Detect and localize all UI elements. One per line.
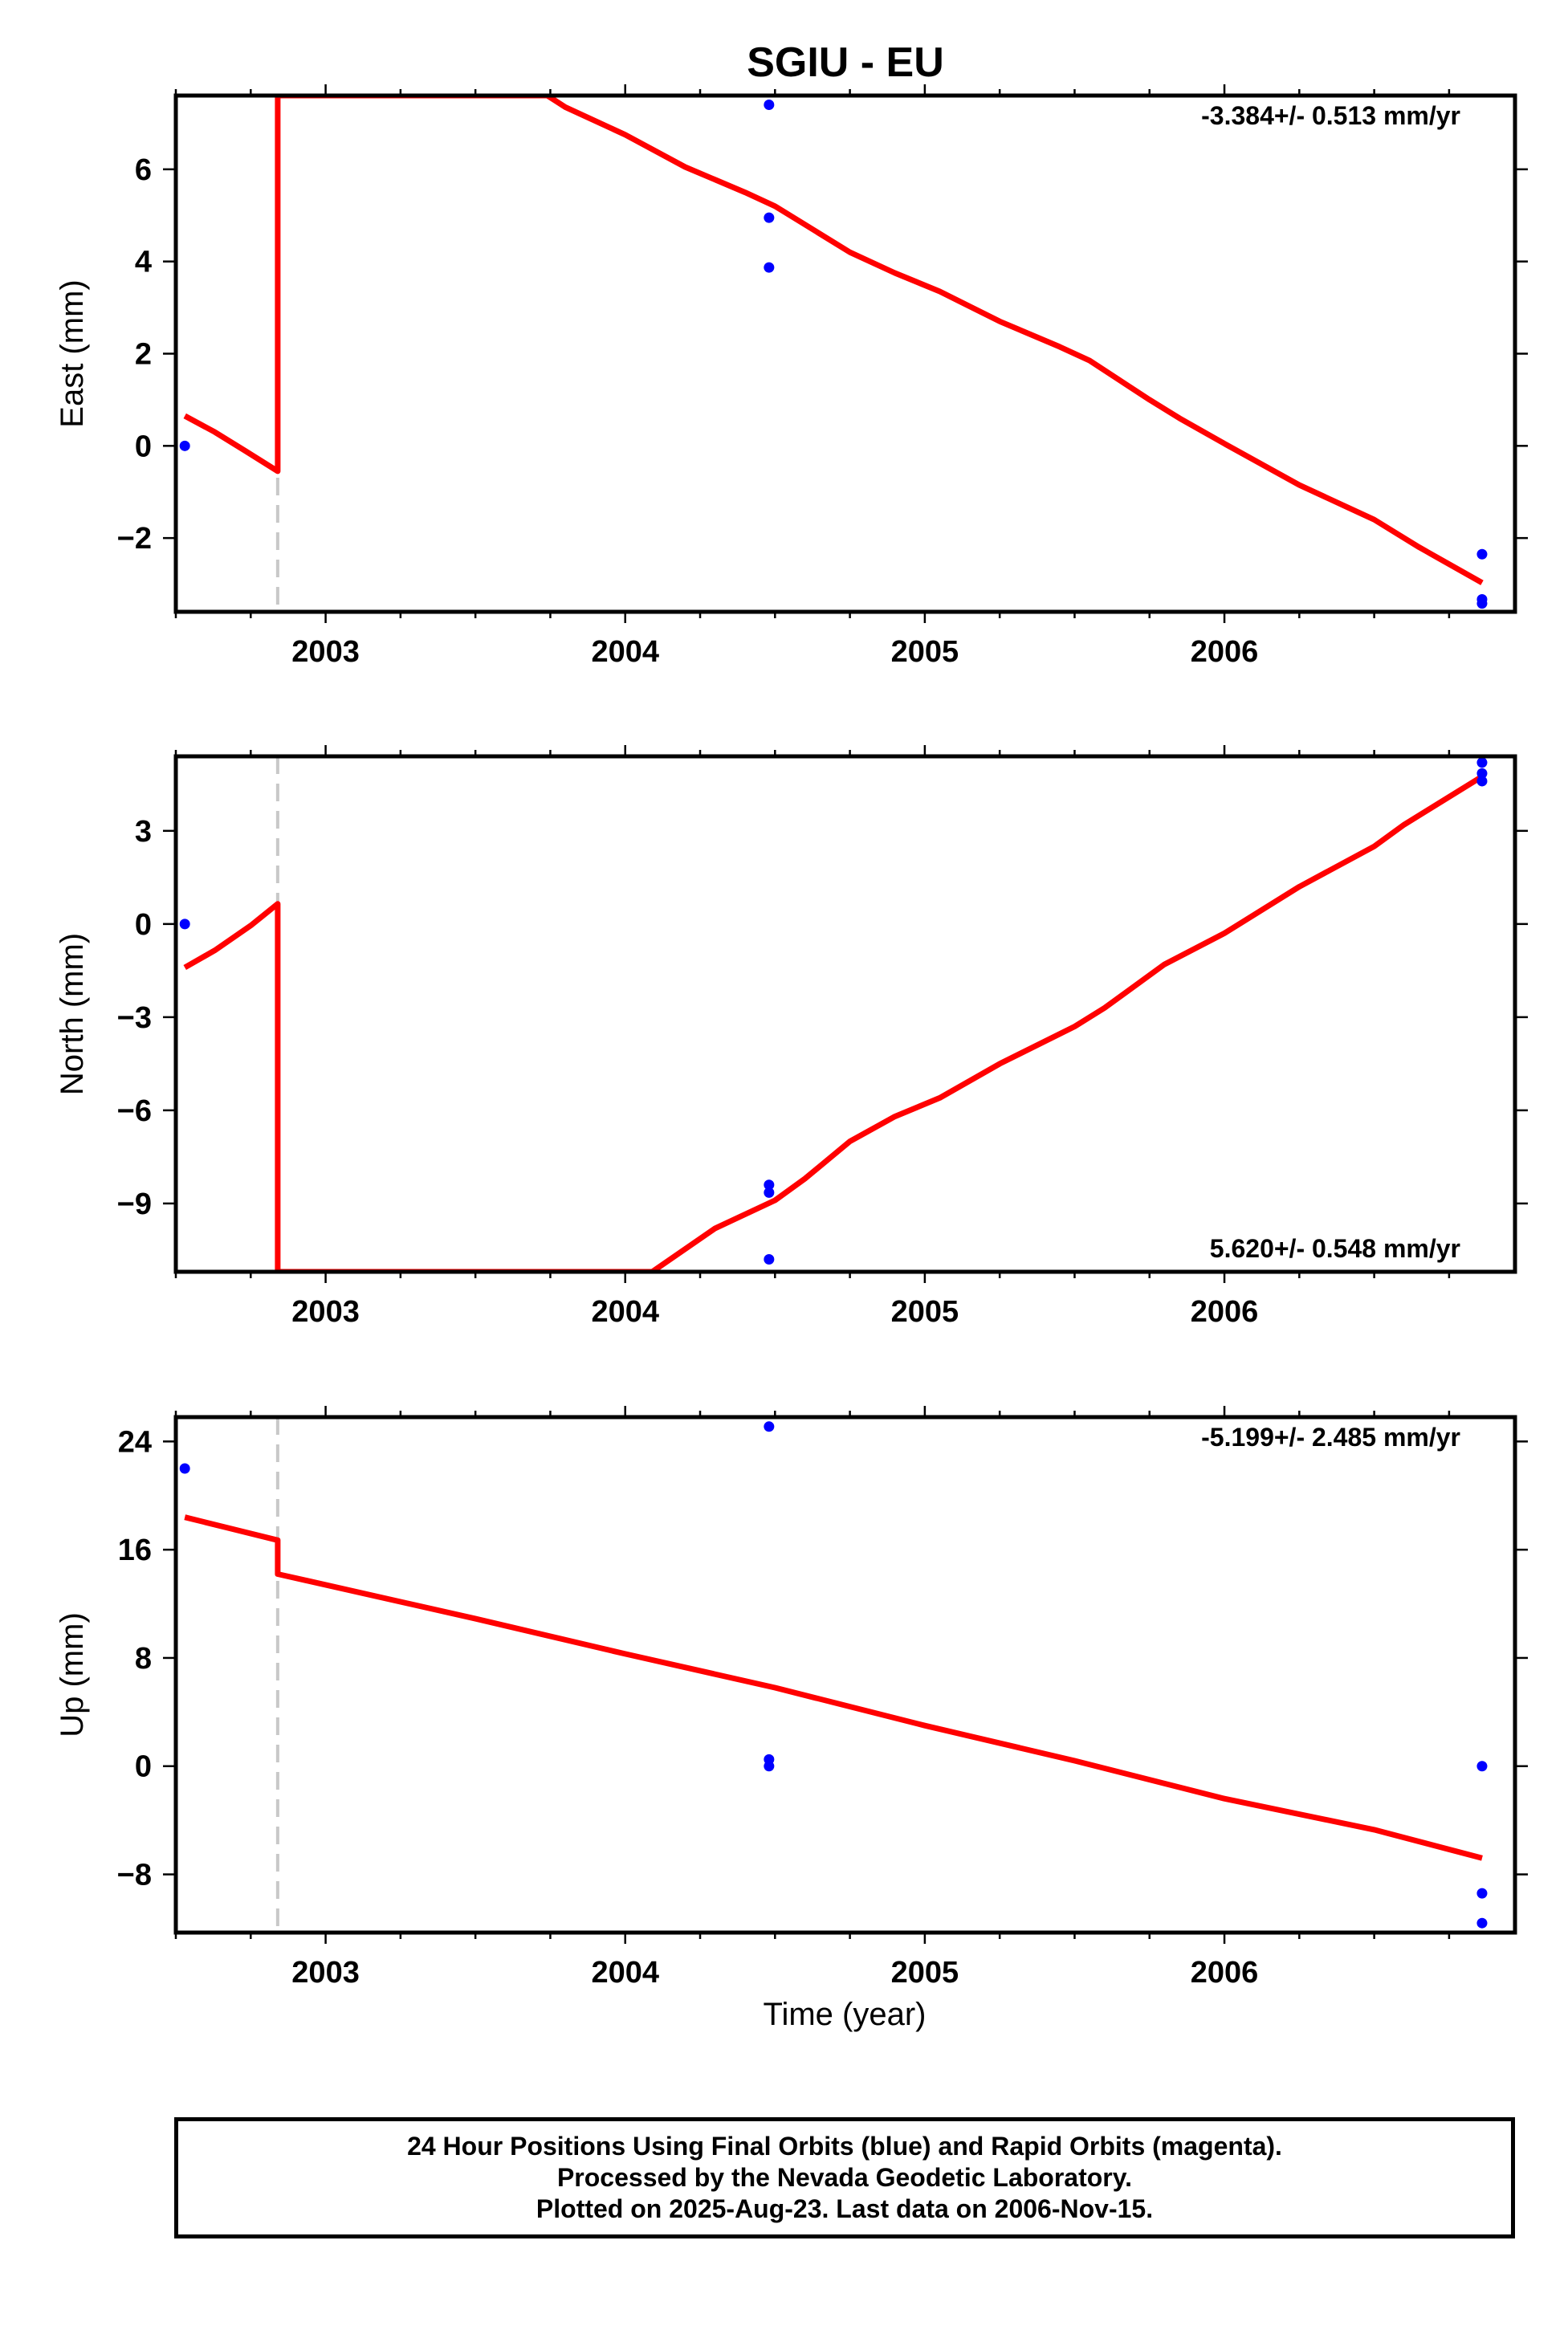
x-tick-label: 2006: [1191, 635, 1259, 669]
north-panel: 2003 2004 2005 2006 3 0 −3 −6 −9 North (mm) 5.620+…: [55, 745, 1528, 1329]
caption-line-1: 24 Hour Positions Using Final Orbits (bl…: [407, 2132, 1282, 2161]
x-tick-label: 2005: [891, 1956, 959, 1990]
x-tick-label: 2004: [591, 1295, 659, 1329]
data-point: [1476, 757, 1488, 768]
plot-frame: [173, 754, 1517, 1274]
y-tick-label: 16: [118, 1534, 152, 1567]
chart-title: SGIU - EU: [747, 39, 944, 86]
y-tick-label: 4: [135, 246, 152, 279]
data-point: [179, 1463, 190, 1474]
data-point: [1476, 598, 1488, 609]
y-tick-label: 6: [135, 153, 152, 187]
y-axis-label: North (mm): [55, 933, 90, 1095]
data-point: [764, 1254, 775, 1265]
velocity-label: 5.620+/- 0.548 mm/yr: [1210, 1234, 1460, 1263]
data-point: [179, 919, 190, 930]
y-tick-label: 3: [135, 815, 152, 849]
x-tick-label: 2004: [591, 1956, 659, 1990]
y-tick-label: −2: [117, 522, 152, 556]
x-tick-label: 2005: [891, 635, 959, 669]
up-panel: 2003 2004 2005 2006 24 16 8 0 −8 Up (mm) -5.199+/-…: [55, 1406, 1528, 1990]
x-tick-label: 2003: [291, 635, 360, 669]
x-tick-label: 2005: [891, 1295, 959, 1329]
data-point: [1476, 768, 1488, 779]
caption-line-3: Plotted on 2025-Aug-23. Last data on 200…: [536, 2194, 1154, 2223]
x-tick-label: 2004: [591, 635, 659, 669]
velocity-label: -3.384+/- 0.513 mm/yr: [1201, 101, 1460, 130]
y-tick-label: −9: [117, 1187, 152, 1221]
data-point: [764, 1761, 775, 1772]
model-fit-line: [183, 96, 1484, 585]
x-axis-label: Time (year): [764, 1997, 927, 2032]
y-tick-label: −6: [117, 1094, 152, 1128]
east-panel: 2003 2004 2005 2006 6 4 2 0 −2 East (mm) -3.384+/-…: [55, 84, 1528, 669]
data-point: [179, 440, 190, 451]
y-tick-label: 24: [118, 1425, 152, 1459]
x-tick-label: 2003: [291, 1295, 360, 1329]
y-axis-label: East (mm): [55, 279, 90, 427]
data-point: [1476, 548, 1488, 560]
y-axis-label: Up (mm): [55, 1612, 90, 1737]
data-point: [1476, 1917, 1488, 1929]
y-tick-label: 0: [135, 908, 152, 942]
data-point: [764, 1179, 775, 1191]
x-tick-label: 2003: [291, 1956, 360, 1990]
model-fit-line: [183, 774, 1484, 1272]
y-tick-label: 0: [135, 1750, 152, 1784]
plot-frame: [173, 93, 1517, 614]
y-tick-label: 2: [135, 338, 152, 372]
y-tick-label: −8: [117, 1859, 152, 1892]
caption-box: 24 Hour Positions Using Final Orbits (bl…: [174, 2117, 1515, 2238]
data-point: [764, 1187, 775, 1198]
velocity-label: -5.199+/- 2.485 mm/yr: [1201, 1423, 1460, 1452]
data-point: [1476, 776, 1488, 787]
y-tick-label: 8: [135, 1642, 152, 1676]
y-tick-label: −3: [117, 1001, 152, 1035]
data-point: [1476, 1761, 1488, 1772]
data-point: [764, 212, 775, 223]
data-point: [764, 99, 775, 110]
data-point: [1476, 1888, 1488, 1899]
data-point: [764, 1421, 775, 1432]
x-tick-label: 2006: [1191, 1956, 1259, 1990]
caption-line-2: Processed by the Nevada Geodetic Laborat…: [556, 2163, 1133, 2192]
model-fit-line: [184, 1514, 1483, 1861]
x-tick-label: 2006: [1191, 1295, 1259, 1329]
y-tick-label: 0: [135, 430, 152, 463]
data-point: [764, 262, 775, 273]
plot-frame: [173, 1415, 1517, 1935]
